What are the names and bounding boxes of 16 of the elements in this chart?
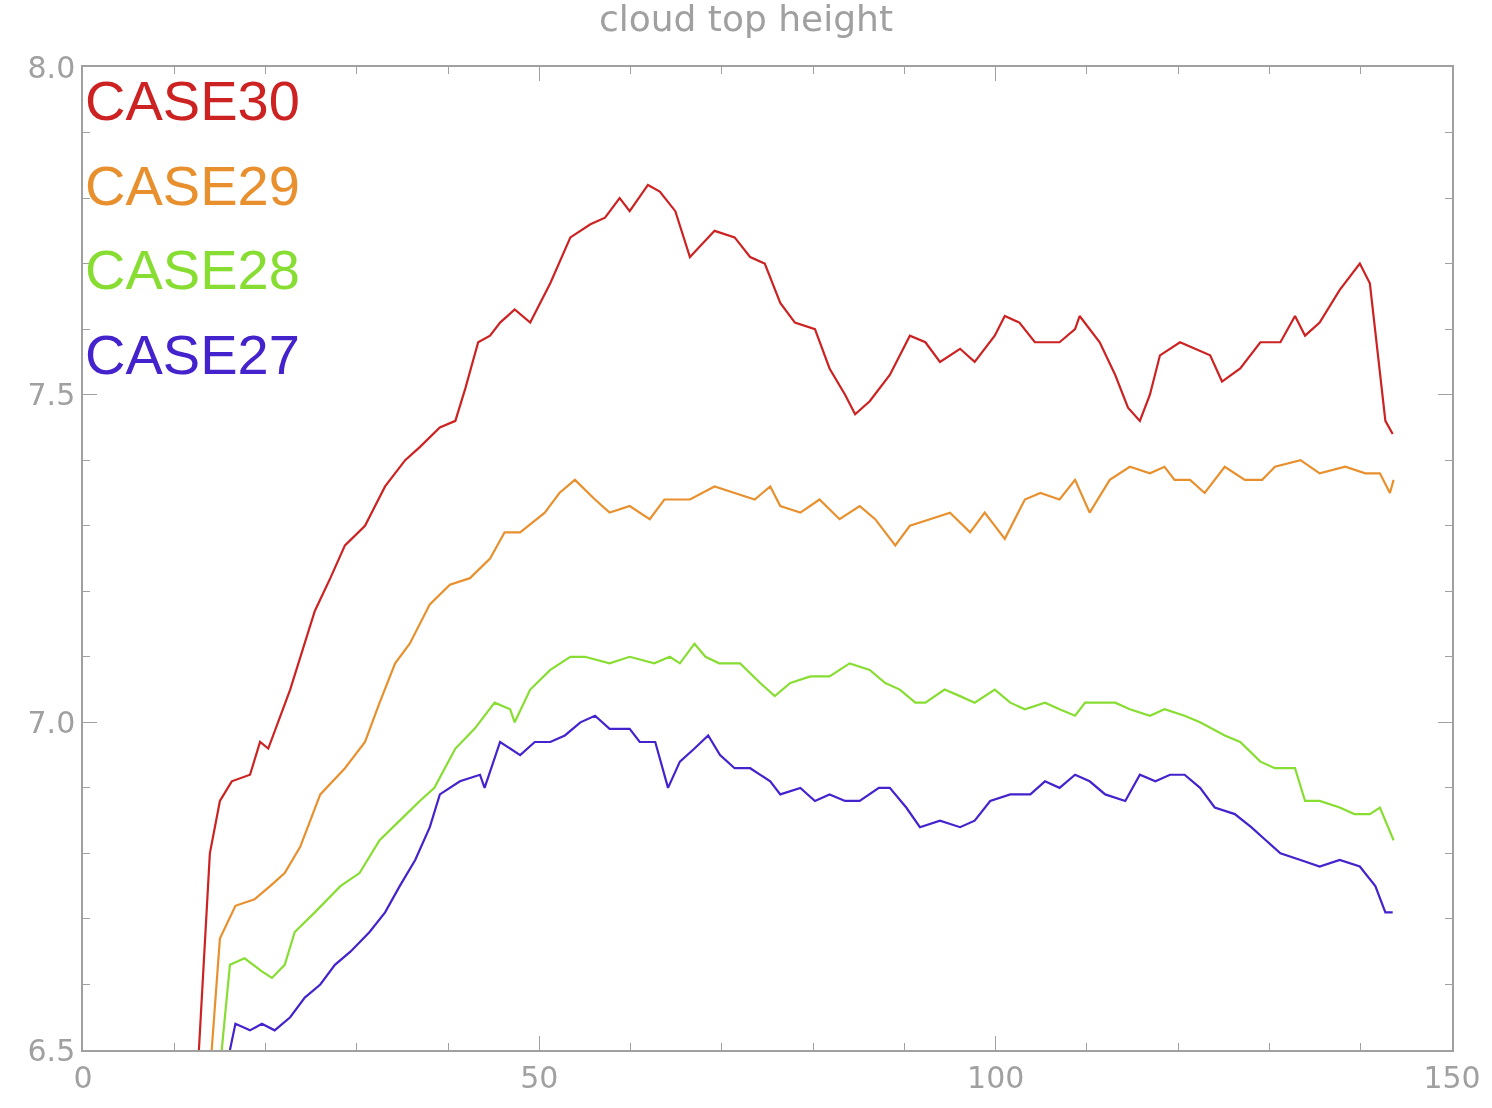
x-tick-label: 50 xyxy=(520,1059,559,1095)
line-series xyxy=(210,459,1395,1050)
line-series xyxy=(228,714,1394,1050)
x-tick-label: 100 xyxy=(967,1059,1025,1095)
x-tick-label: 150 xyxy=(1423,1059,1481,1095)
text: CASE29 xyxy=(85,154,300,217)
x-tick-label: 0 xyxy=(73,1059,93,1095)
y-tick-label: 7.5 xyxy=(27,377,76,413)
text: CASE28 xyxy=(85,238,300,301)
y-tick-label: 6.5 xyxy=(27,1032,76,1068)
text: CASE30 xyxy=(85,69,300,132)
line-series xyxy=(220,642,1395,1050)
y-tick-label: 7.0 xyxy=(27,704,76,740)
text: CASE27 xyxy=(85,323,300,386)
y-tick-label: 8.0 xyxy=(27,49,76,85)
chart-title: cloud top height xyxy=(598,0,894,39)
